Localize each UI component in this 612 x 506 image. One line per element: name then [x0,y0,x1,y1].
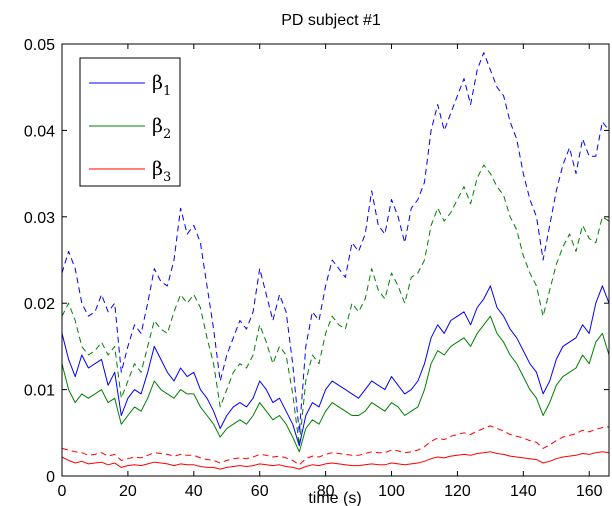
legend-label-2: β3 [152,158,171,185]
y-tick-label: 0.03 [24,210,55,227]
legend-label-0: β1 [152,72,171,99]
series-line-0 [61,285,610,447]
plot-frame [61,43,610,477]
x-tick-label: 80 [317,483,335,500]
y-tick-label: 0.01 [24,383,55,400]
series-line-4 [61,164,610,447]
legend-box [79,57,181,187]
legend-subscript: 1 [163,84,171,99]
x-tick-label: 0 [58,483,67,500]
y-tick-label: 0.05 [24,37,55,54]
x-axis-label: time (s) [308,490,361,506]
y-tick-label: 0 [46,469,55,486]
chart-title: PD subject #1 [281,12,381,29]
legend-subscript: 2 [163,127,171,142]
legend-subscript: 3 [163,170,171,185]
x-tick-label: 160 [576,483,603,500]
x-tick-label: 100 [378,483,405,500]
series-line-5 [61,425,610,466]
y-tick-label: 0.02 [24,296,55,313]
series-layer [61,52,610,470]
ticks-layer: 0 20 40 60 80 100 120 140 160 0 0.01 0.02 0.03 0.04 0.… [24,37,609,500]
x-tick-label: 140 [510,483,537,500]
x-tick-label: 120 [444,483,471,500]
series-line-2 [61,451,610,470]
x-tick-label: 60 [251,483,269,500]
legend-symbol: β [152,72,163,94]
legend-symbol: β [152,158,163,180]
x-tick-label: 40 [185,483,203,500]
series-line-1 [61,315,610,453]
series-line-3 [61,52,610,434]
legend-symbol: β [152,115,163,137]
legend-label-1: β2 [152,115,171,142]
x-tick-label: 20 [119,483,137,500]
y-tick-label: 0.04 [24,123,55,140]
